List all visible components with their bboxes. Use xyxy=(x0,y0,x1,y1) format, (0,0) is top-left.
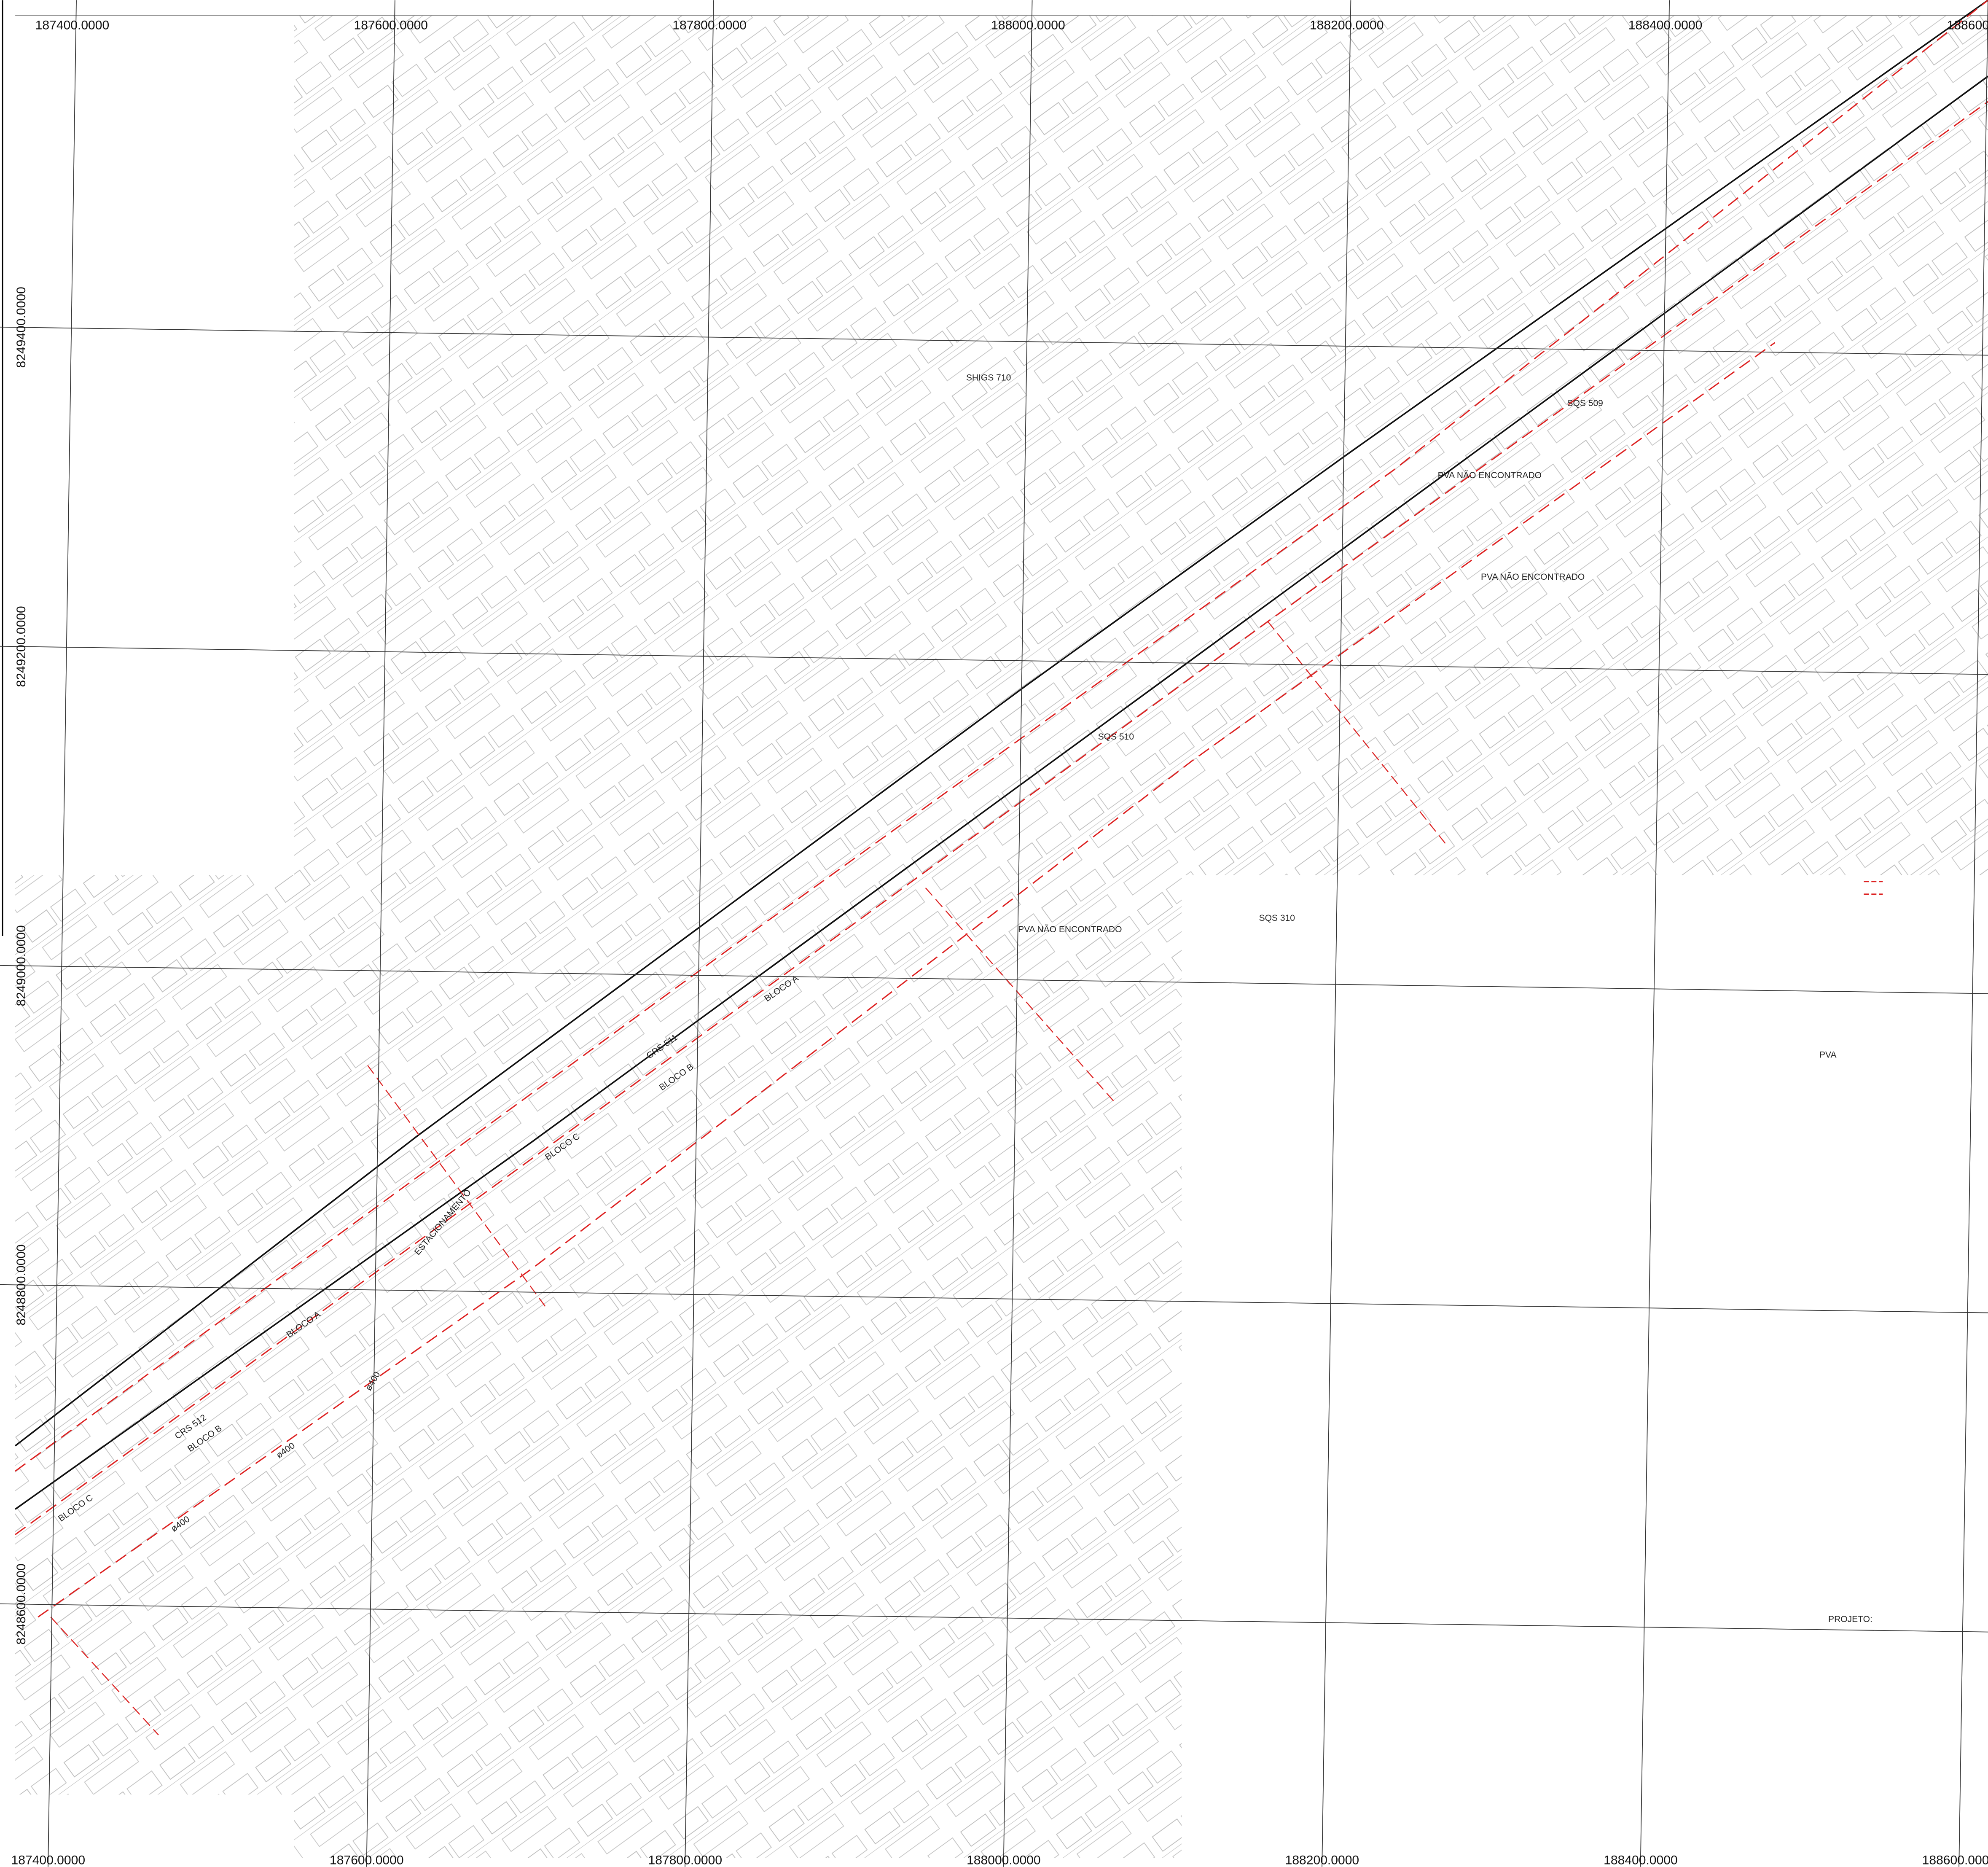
base-map-south xyxy=(15,875,1182,1795)
planned-line xyxy=(15,0,1988,1472)
grid-line xyxy=(0,326,1988,356)
place-label: PVA xyxy=(1819,1050,1837,1060)
grid-line xyxy=(48,0,77,1867)
place-label: SQS 509 xyxy=(1567,398,1603,408)
grid-line xyxy=(1003,0,1033,1867)
grid-line xyxy=(685,0,714,1867)
grid-line xyxy=(0,965,1988,994)
planned-line xyxy=(15,101,1988,1535)
easting-label: 187400.0000 xyxy=(35,19,110,32)
pipelines xyxy=(14,0,1988,1735)
northing-label: 8249200.0000 xyxy=(14,606,28,687)
base-map-north xyxy=(294,15,1988,875)
branch-line xyxy=(50,1617,159,1735)
place-label: SQS 510 xyxy=(1098,732,1134,742)
place-label: SQS 310 xyxy=(1259,913,1295,923)
easting-label: 187600.0000 xyxy=(354,19,428,32)
northing-label: 8248800.0000 xyxy=(14,1244,28,1325)
planned-line xyxy=(38,342,1776,1618)
branch-line xyxy=(1267,621,1446,844)
northing-label: 8249000.0000 xyxy=(14,925,28,1006)
easting-label: 188400.0000 xyxy=(1604,1854,1678,1867)
sewer-line xyxy=(15,75,1988,1510)
easting-label: 187800.0000 xyxy=(648,1854,723,1867)
northing-label: 8248600.0000 xyxy=(14,1563,28,1644)
grid-line xyxy=(0,1284,1988,1313)
easting-label: 187400.0000 xyxy=(11,1854,86,1867)
place-label: PVA NÃO ENCONTRADO xyxy=(1018,924,1122,934)
base-map-strip xyxy=(294,1794,1182,1858)
place-label: PROJETO: xyxy=(1828,1614,1872,1624)
easting-label: 188000.0000 xyxy=(991,19,1065,32)
place-label: SHIGS 710 xyxy=(966,373,1011,383)
grid-line xyxy=(1640,0,1670,1867)
grid-line xyxy=(0,646,1988,675)
sewer-line xyxy=(14,0,1988,1447)
branch-line xyxy=(367,1065,546,1307)
easting-label: 188200.0000 xyxy=(1310,19,1384,32)
easting-label: 187800.0000 xyxy=(672,19,747,32)
place-label: PVA NÃO ENCONTRADO xyxy=(1438,470,1542,480)
easting-label: 187600.0000 xyxy=(330,1854,404,1867)
grid-line xyxy=(1322,0,1351,1867)
branch-line xyxy=(925,887,1116,1104)
grid-line xyxy=(0,1603,1988,1633)
easting-label: 188200.0000 xyxy=(1285,1854,1359,1867)
grid-line xyxy=(366,0,395,1867)
easting-label: 188600.0000 xyxy=(1947,19,1988,32)
grid-line xyxy=(1958,0,1988,1867)
place-label: PVA NÃO ENCONTRADO xyxy=(1481,572,1585,582)
northing-label: 8249400.0000 xyxy=(14,287,28,368)
easting-label: 188000.0000 xyxy=(967,1854,1041,1867)
easting-label: 188400.0000 xyxy=(1628,19,1703,32)
easting-label: 188600.0000 xyxy=(1922,1854,1988,1867)
